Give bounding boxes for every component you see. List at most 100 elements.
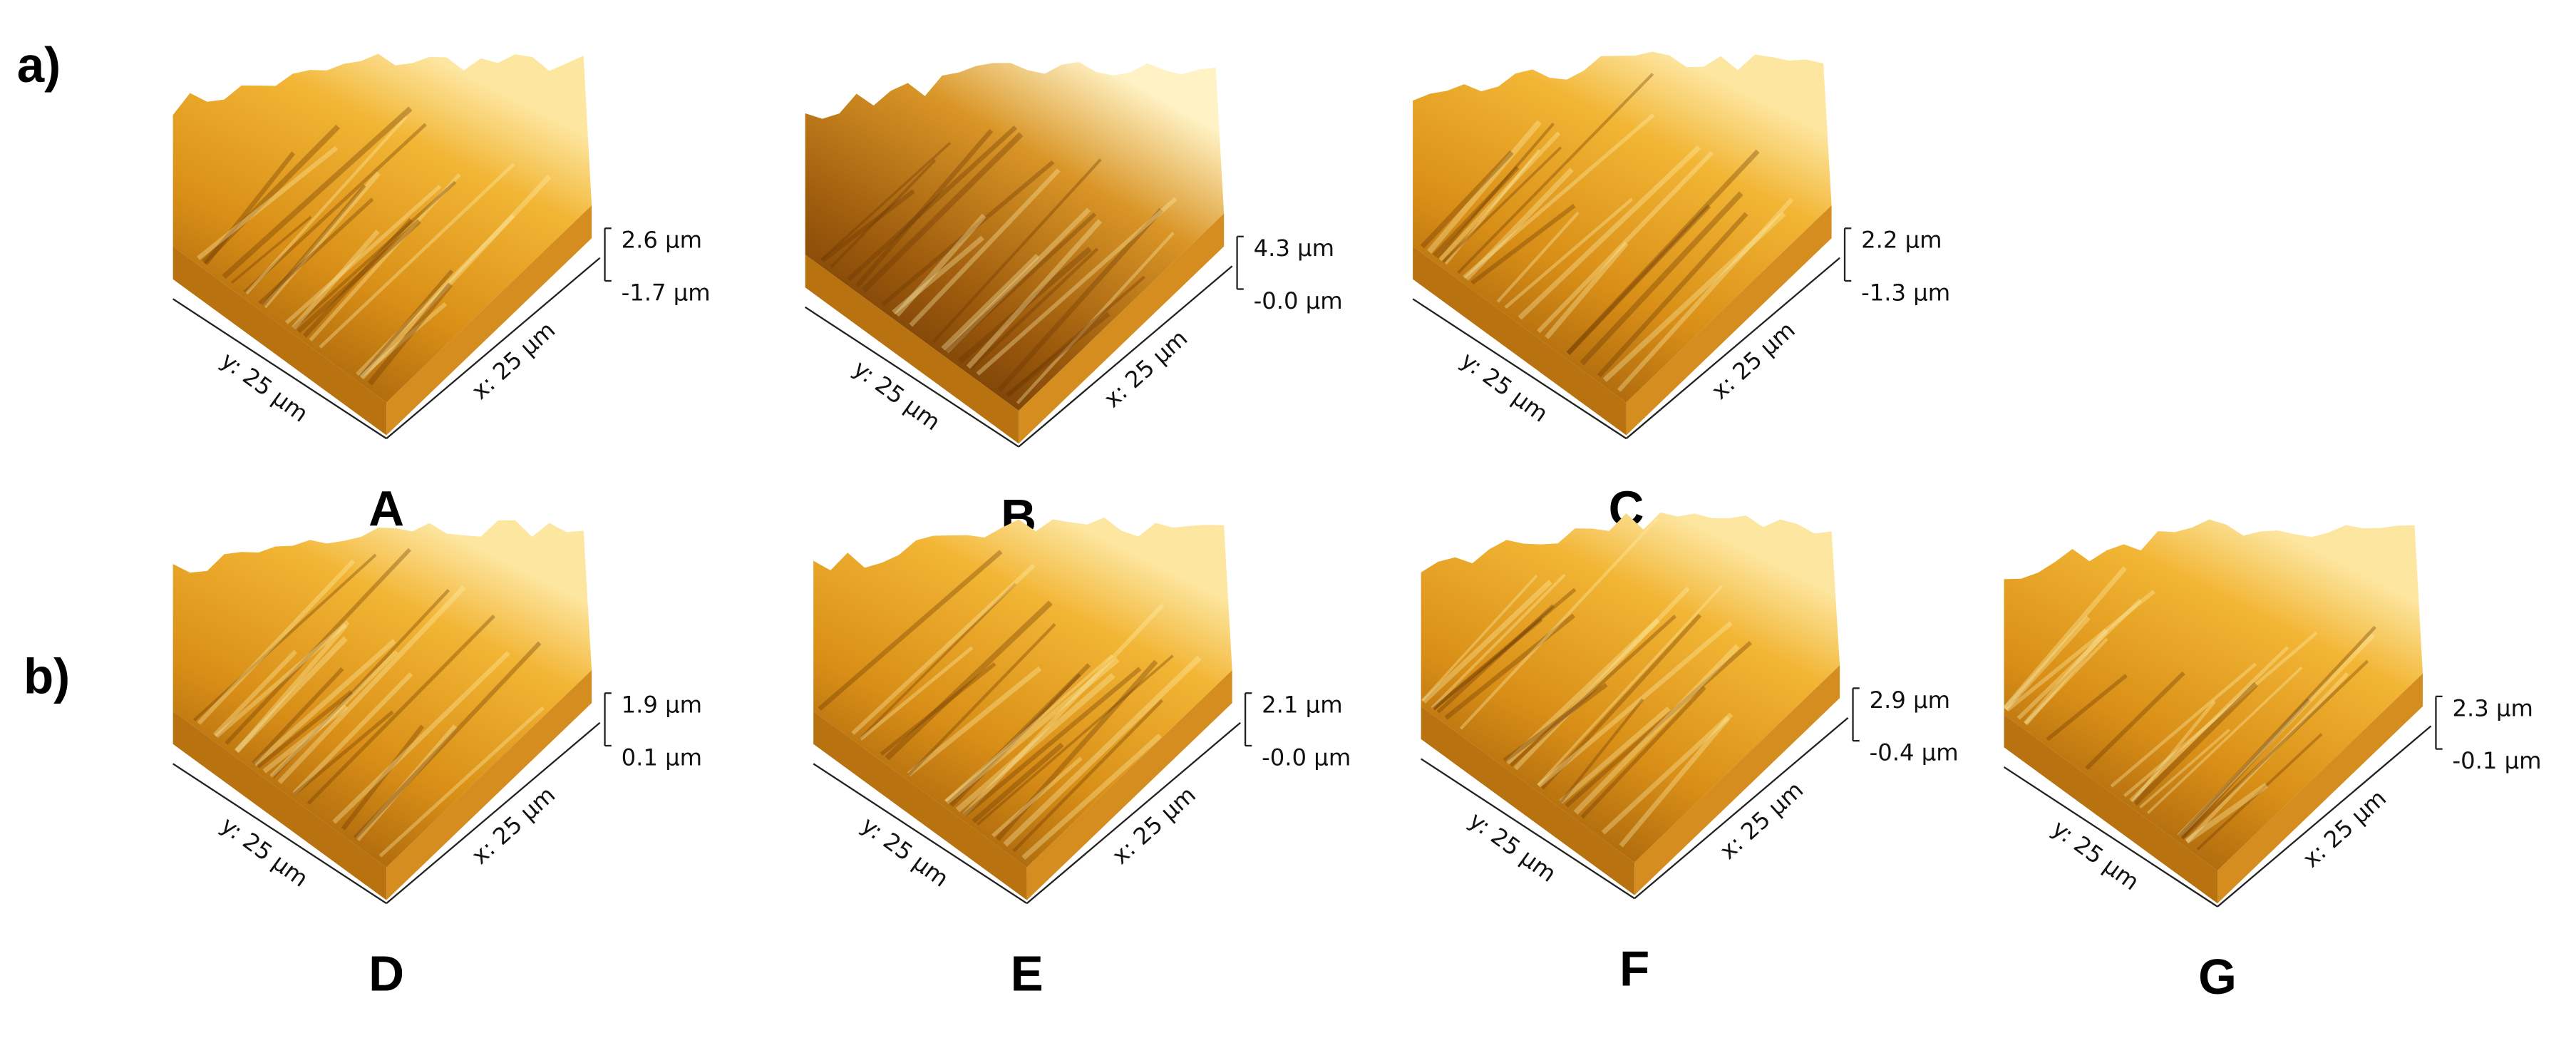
surface-edge (172, 711, 387, 900)
surface-edge (172, 246, 387, 436)
texture (2024, 637, 2108, 725)
texture (360, 174, 552, 380)
texture (1560, 698, 1644, 803)
surface-edge (813, 711, 1027, 900)
y-axis (813, 763, 1028, 905)
x-axis (1625, 257, 1840, 440)
z-min-label: -0.0 µm (1254, 287, 1343, 314)
texture (1427, 120, 1542, 254)
texture (859, 646, 974, 741)
texture (976, 197, 1178, 376)
texture (332, 651, 510, 824)
texture (1518, 145, 1701, 320)
texture (1602, 211, 1786, 382)
texture (292, 180, 457, 329)
texture (2180, 698, 2311, 839)
surface (1413, 51, 1832, 403)
z-min-label: -1.3 µm (1861, 279, 1950, 306)
texture (1565, 640, 1753, 808)
texture (1559, 706, 1671, 804)
surface-edge (1626, 205, 1832, 436)
texture (1513, 586, 1690, 771)
afm-panel: y: 25 µm x: 25 µm2.1 µm-0.0 µmE (813, 518, 1351, 1001)
texture (1573, 644, 1740, 815)
texture (197, 145, 339, 260)
texture (969, 247, 1099, 371)
texture (1537, 150, 1714, 334)
z-min-label: 0.1 µm (622, 744, 702, 771)
surface-edge (1026, 670, 1232, 900)
texture (1444, 613, 1575, 720)
texture (231, 215, 312, 284)
texture (2185, 782, 2268, 844)
z-max-label: 2.3 µm (2452, 694, 2533, 721)
texture (1432, 165, 1520, 257)
texture (245, 115, 408, 295)
texture (907, 666, 1042, 776)
texture (258, 197, 374, 304)
surface-edge (1413, 246, 1627, 436)
texture (197, 559, 356, 725)
x-axis (386, 721, 601, 905)
texture (1619, 716, 1731, 848)
texture (1464, 168, 1574, 281)
texture (292, 672, 413, 796)
texture (2085, 671, 2185, 770)
texture (253, 639, 396, 767)
texture (944, 657, 1120, 805)
texture (1510, 615, 1676, 767)
surface-edge (2004, 714, 2218, 904)
texture (215, 620, 350, 739)
texture (1431, 573, 1566, 709)
panel-label: G (2198, 949, 2237, 1005)
texture (881, 160, 1055, 307)
texture (2181, 659, 2369, 840)
z-max-label: 4.3 µm (1254, 235, 1334, 262)
texture (2177, 633, 2375, 838)
texture (1601, 712, 1733, 835)
surface-edge (1634, 665, 1840, 895)
texture (354, 641, 542, 840)
texture (261, 184, 366, 307)
texture (1540, 613, 1702, 790)
texture (2006, 590, 2155, 712)
x-axis (2217, 725, 2432, 908)
texture (1617, 197, 1794, 392)
afm-panel: y: 25 µm x: 25 µm2.3 µm-0.1 µmG (2002, 519, 2542, 1005)
texture (996, 659, 1158, 841)
texture (2139, 729, 2230, 809)
texture (1021, 733, 1162, 860)
texture (341, 724, 425, 831)
texture (991, 756, 1083, 838)
texture (1444, 148, 1540, 265)
texture (820, 189, 915, 262)
panel-label: E (1011, 945, 1044, 1001)
afm-panel: y: 25 µm x: 25 µm2.6 µm-1.7 µmA (172, 53, 711, 536)
texture (944, 207, 1091, 354)
z-max-label: 2.2 µm (1861, 227, 1942, 254)
surface-edge (1019, 213, 1225, 444)
texture (1459, 517, 1659, 730)
texture (222, 106, 413, 279)
texture (818, 550, 1003, 711)
texture (820, 142, 952, 261)
y-axis (805, 306, 1019, 448)
texture (1436, 123, 1555, 260)
texture (309, 173, 461, 342)
texture (1566, 204, 1711, 355)
texture (294, 710, 394, 796)
z-min-label: -1.7 µm (622, 279, 711, 306)
z-max-label: 1.9 µm (622, 692, 702, 719)
texture (1442, 146, 1562, 263)
texture (235, 623, 348, 753)
y-axis (1412, 298, 1627, 440)
texture (1537, 585, 1724, 786)
texture (892, 235, 984, 315)
texture (243, 123, 427, 294)
texture (830, 159, 937, 268)
texture (2024, 628, 2108, 726)
texture (1420, 150, 1514, 249)
texture (963, 667, 1142, 817)
texture (855, 128, 994, 288)
texture (204, 151, 296, 265)
